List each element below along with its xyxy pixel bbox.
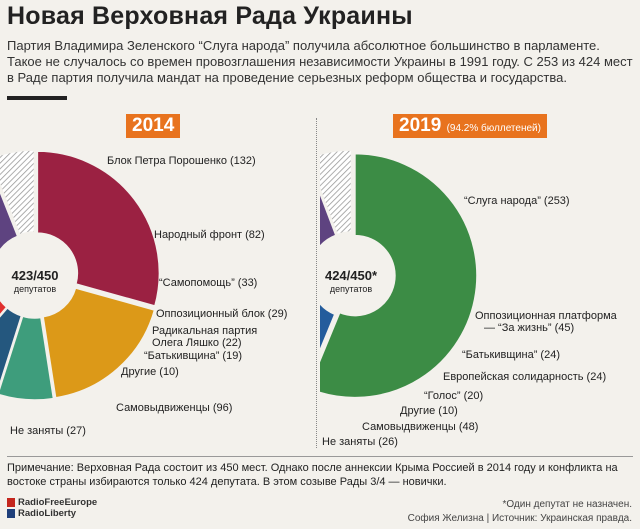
brand-line-2: RadioLiberty xyxy=(18,508,77,519)
center-label-2014: депутатов xyxy=(13,284,57,294)
slice-2019-vacant xyxy=(320,149,353,236)
brand-line-1: RadioFreeEurope xyxy=(18,497,98,508)
center-value-2019: 424/450* xyxy=(324,268,378,283)
asterisk-note: *Один депутат не назначен. xyxy=(502,499,632,510)
label-2019-batkivshchyna: “Батькивщина” (24) xyxy=(462,349,560,361)
year-badge-2019: 2019 (94.2% бюллетеней) xyxy=(393,114,547,138)
page-title: Новая Верховная Рада Украины xyxy=(7,2,413,30)
pie-chart-2019 xyxy=(320,149,478,399)
label-2019-platform-2: — “За жизнь” (45) xyxy=(484,322,575,334)
slice-2014-front xyxy=(42,287,156,399)
label-2019-holos: “Голос” (20) xyxy=(424,390,484,402)
year-2019-label: 2019 xyxy=(399,115,442,136)
slice-2014-opposition xyxy=(0,306,23,386)
title-rule xyxy=(7,96,67,100)
slice-2014-vacant xyxy=(0,149,36,236)
label-2019-others: Другие (10) xyxy=(400,405,458,417)
year-2014-label: 2014 xyxy=(132,115,175,136)
rfe-logo-icon xyxy=(7,498,15,518)
slice-2019-servant xyxy=(320,152,478,399)
lead-paragraph: Партия Владимира Зеленского “Слуга народ… xyxy=(7,38,633,85)
year-badge-2014: 2014 xyxy=(126,114,181,138)
slice-2014-samopomich xyxy=(0,315,55,401)
label-2019-servant: “Слуга народа” (253) xyxy=(464,195,570,207)
slice-2014-independents xyxy=(0,189,19,252)
chart-divider xyxy=(316,118,317,448)
label-2014-front: Народный фронт (82) xyxy=(154,229,265,241)
label-2019-eurosol: Европейская солидарность (24) xyxy=(443,371,607,383)
slice-2019-platform xyxy=(320,302,336,353)
label-2014-batkivshchyna: “Батькивщина” (19) xyxy=(144,350,242,362)
center-value-2014: 423/450 xyxy=(11,268,59,283)
label-2014-radical-1: Радикальная партия xyxy=(152,325,258,337)
brand-logo: RadioFreeEurope RadioLiberty xyxy=(18,497,97,519)
footer-rule xyxy=(7,456,633,457)
ballots-note: (94.2% бюллетеней) xyxy=(446,123,541,134)
pie-chart-2014 xyxy=(0,149,161,401)
label-2014-independents: Самовыдвиженцы (96) xyxy=(116,402,233,414)
credit-line: София Желизна | Источник: Украинская пра… xyxy=(407,513,632,524)
label-2019-independents: Самовыдвиженцы (48) xyxy=(362,421,479,433)
label-2014-samopomich: “Самопомощь” (33) xyxy=(159,277,258,289)
slice-2019-independents xyxy=(320,191,337,248)
label-2014-opposition: Оппозиционный блок (29) xyxy=(156,308,288,320)
label-2019-vacant: Не заняты (26) xyxy=(322,436,398,448)
footnote: Примечание: Верховная Рада состоит из 45… xyxy=(7,462,618,488)
label-2014-vacant: Не заняты (27) xyxy=(10,425,86,437)
slice-2014-radical xyxy=(0,298,8,316)
label-2014-others: Другие (10) xyxy=(121,366,179,378)
center-label-2019: депутатов xyxy=(329,284,373,294)
label-2014-radical-2: Олега Ляшко (22) xyxy=(152,337,242,349)
label-2019-platform-1: Оппозиционная платформа xyxy=(475,310,617,322)
label-2014-poroshenko: Блок Петра Порошенко (132) xyxy=(107,155,256,167)
slice-2014-poroshenko xyxy=(36,150,161,307)
